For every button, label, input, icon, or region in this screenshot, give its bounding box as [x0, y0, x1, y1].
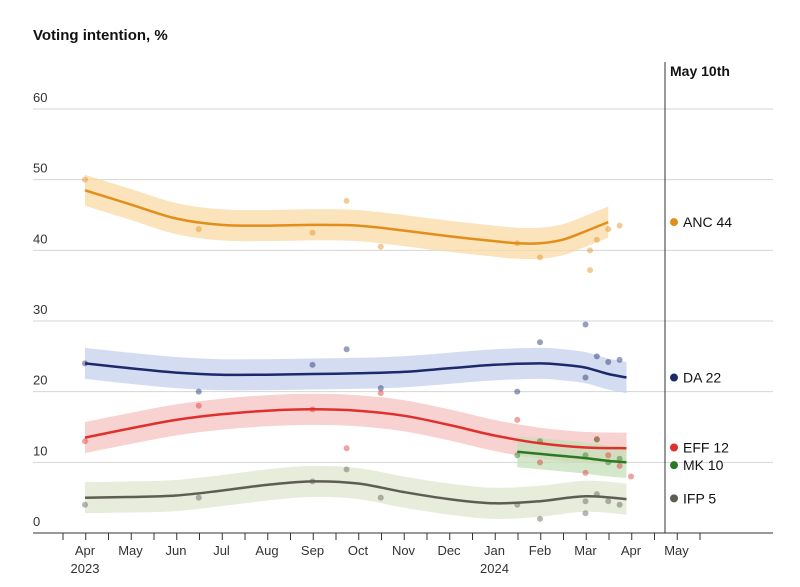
- mk-trend-line: [517, 450, 627, 464]
- da-poll-point: [593, 353, 600, 360]
- ifp-poll-point: [82, 501, 88, 508]
- y-tick-label: 10: [33, 443, 47, 458]
- x-tick-label: Mar: [574, 543, 597, 558]
- x-tick-label: Aug: [255, 543, 278, 558]
- ifp-trend-line: [84, 480, 627, 505]
- year-label: 2024: [480, 561, 509, 576]
- y-tick-label: 20: [33, 373, 47, 388]
- ifp-poll-point: [377, 494, 384, 501]
- anc-poll-point: [605, 226, 612, 233]
- election-date-annotation: May 10th: [670, 63, 730, 79]
- mk-poll-point: [514, 452, 521, 459]
- anc-end-marker: [670, 218, 678, 227]
- da-poll-point: [582, 321, 589, 328]
- ifp-poll-point: [605, 498, 612, 505]
- y-tick-label: 40: [33, 231, 47, 246]
- ifp-poll-point: [616, 501, 623, 508]
- da-poll-point: [309, 361, 316, 368]
- x-tick-label: Feb: [529, 543, 551, 558]
- anc-trend-line: [84, 189, 609, 245]
- da-trend-line: [84, 362, 627, 379]
- eff-end-marker: [670, 443, 678, 452]
- da-poll-point: [343, 346, 350, 353]
- mk-end-label: MK 10: [683, 457, 724, 473]
- anc-end-label: ANC 44: [683, 214, 732, 230]
- ifp-end-marker: [670, 494, 678, 503]
- da-poll-point: [537, 339, 543, 346]
- mk-end-marker: [670, 461, 678, 470]
- mk-poll-point: [616, 455, 623, 462]
- anc-poll-point: [537, 254, 543, 261]
- gridlines: [33, 108, 773, 534]
- anc-poll-point: [195, 226, 202, 233]
- y-axis-ticks: 60 50 40 30 20 10 0: [33, 90, 47, 529]
- anc-poll-point: [587, 267, 594, 274]
- da-end-marker: [670, 373, 678, 382]
- eff-confidence-band: [85, 393, 627, 464]
- x-tick-label: Jun: [166, 543, 187, 558]
- y-tick-label: 50: [33, 161, 47, 176]
- x-tick-label: Jul: [213, 543, 230, 558]
- eff-poll-point: [377, 390, 384, 397]
- da-end-label: DA 22: [683, 370, 721, 386]
- ifp-end-label: IFP 5: [683, 490, 716, 506]
- y-tick-label: 60: [33, 90, 47, 105]
- x-tick-label: May: [664, 543, 689, 558]
- da-confidence-band: [85, 347, 627, 394]
- x-tick-label: Oct: [348, 543, 369, 558]
- x-tick-label: May: [118, 543, 143, 558]
- anc-poll-point: [82, 176, 88, 183]
- ifp-poll-point: [582, 510, 589, 517]
- eff-poll-point: [616, 462, 623, 469]
- x-tick-label: Nov: [392, 543, 416, 558]
- da-poll-point: [582, 374, 589, 381]
- mk-poll-point: [593, 436, 600, 443]
- trend-lines: [84, 189, 627, 505]
- eff-poll-point: [593, 436, 600, 443]
- anc-confidence-band: [85, 174, 609, 260]
- eff-trend-line: [84, 408, 627, 450]
- x-tick-label: Apr: [621, 543, 642, 558]
- x-tick-label: Sep: [301, 543, 324, 558]
- anc-poll-point: [377, 243, 384, 250]
- series-end-labels: ANC 44 DA 22 EFF 12 MK 10 IFP 5: [670, 214, 732, 506]
- anc-poll-point: [343, 197, 350, 204]
- y-tick-label: 0: [33, 514, 40, 529]
- ifp-confidence-band: [85, 465, 627, 519]
- year-label: 2023: [71, 561, 100, 576]
- x-axis: Apr May Jun Jul Aug Sep Oct Nov Dec Jan Feb Mar Apr M…: [62, 533, 701, 576]
- ifp-poll-point: [343, 466, 350, 473]
- x-tick-label: Jan: [484, 543, 505, 558]
- eff-poll-point: [605, 452, 612, 459]
- ifp-poll-point: [582, 498, 589, 505]
- x-tick-label: Apr: [75, 543, 96, 558]
- chart-title: Voting intention, %: [33, 27, 168, 44]
- y-tick-label: 30: [33, 302, 47, 317]
- eff-end-label: EFF 12: [683, 439, 729, 455]
- da-poll-point: [605, 358, 612, 365]
- x-tick-label: Dec: [437, 543, 461, 558]
- eff-poll-point: [628, 473, 634, 480]
- eff-poll-point: [537, 459, 543, 466]
- da-poll-point: [514, 388, 521, 395]
- da-poll-point: [377, 385, 384, 392]
- eff-poll-point: [195, 402, 202, 409]
- eff-poll-point: [514, 416, 521, 423]
- ifp-poll-point: [537, 515, 543, 522]
- ifp-poll-point: [195, 494, 202, 501]
- anc-poll-point: [593, 236, 600, 243]
- da-poll-point: [616, 356, 623, 363]
- poll-points: [82, 176, 634, 522]
- da-poll-point: [195, 388, 202, 395]
- eff-poll-point: [82, 438, 88, 445]
- anc-poll-point: [616, 222, 623, 229]
- eff-poll-point: [343, 445, 350, 452]
- anc-poll-point: [309, 229, 316, 236]
- anc-poll-point: [587, 247, 594, 254]
- eff-poll-point: [582, 469, 589, 476]
